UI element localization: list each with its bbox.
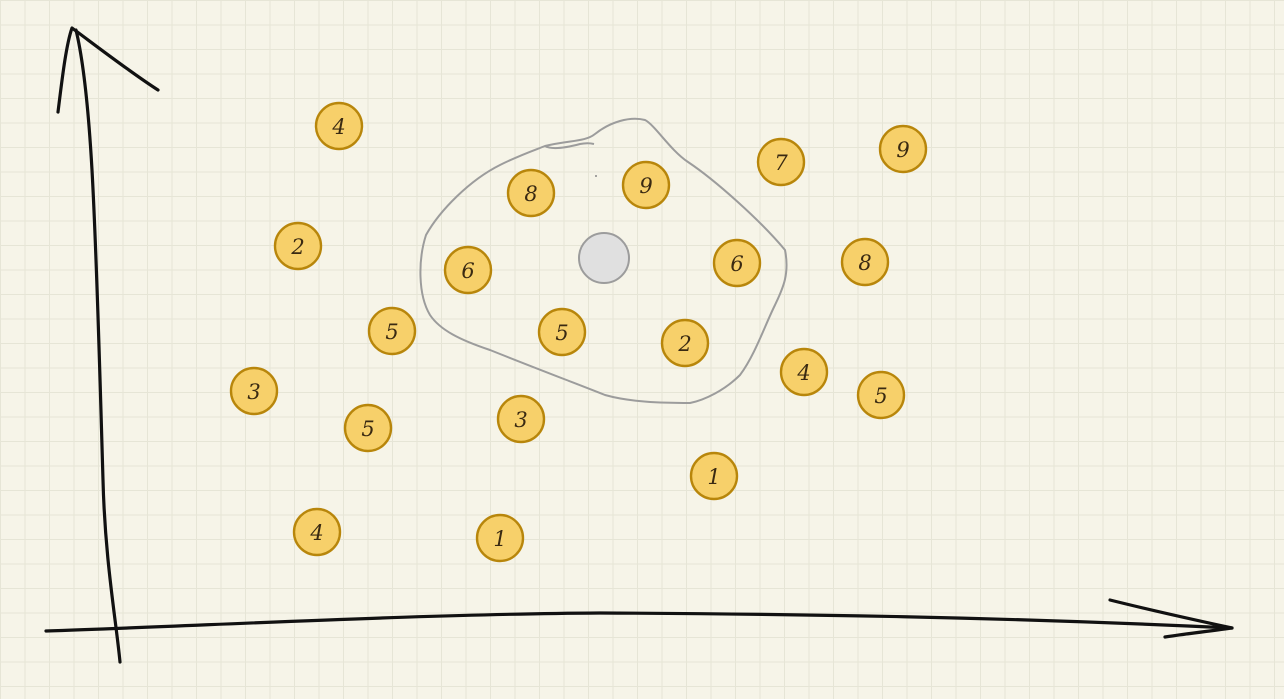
coin: 1 xyxy=(475,513,525,563)
coin-label: 1 xyxy=(493,527,506,551)
coin-label: 2 xyxy=(290,235,304,259)
coin-circle xyxy=(314,101,364,151)
coin-circle xyxy=(367,306,417,356)
coin-label: 3 xyxy=(514,408,527,432)
coin-circle xyxy=(443,245,493,295)
y-axis-arrowhead xyxy=(56,26,160,114)
coin: 9 xyxy=(621,160,671,210)
coin-label: 5 xyxy=(385,320,398,344)
coin-label: 5 xyxy=(874,384,887,408)
coin: 5 xyxy=(537,307,587,357)
coin-circle xyxy=(506,168,556,218)
y-axis-line xyxy=(74,28,122,664)
coin-circle xyxy=(660,318,710,368)
coin-circle xyxy=(712,238,762,288)
coin-label: 4 xyxy=(331,115,345,139)
coin: 6 xyxy=(443,245,493,295)
x-axis-line xyxy=(44,611,1234,633)
coin: 5 xyxy=(343,403,393,453)
coin: 5 xyxy=(856,370,906,420)
coin-circle xyxy=(229,366,279,416)
coin: 4 xyxy=(779,347,829,397)
coin-circle xyxy=(292,507,342,557)
coin: 2 xyxy=(273,221,323,271)
coin-label: 9 xyxy=(639,174,652,198)
cluster-group xyxy=(419,117,788,404)
cluster-stroke-overlap xyxy=(544,142,595,150)
coin-circle xyxy=(343,403,393,453)
coin-circle xyxy=(878,124,928,174)
coin: 4 xyxy=(292,507,342,557)
coin-label: 7 xyxy=(774,151,788,175)
cluster-boundary xyxy=(419,117,788,404)
coin-label: 5 xyxy=(361,417,374,441)
coin-label: 5 xyxy=(555,321,568,345)
coin: 9 xyxy=(878,124,928,174)
coin-label: 8 xyxy=(858,251,871,275)
coin: 5 xyxy=(367,306,417,356)
coin-circle xyxy=(856,370,906,420)
coin: 2 xyxy=(660,318,710,368)
coin-label: 8 xyxy=(524,182,537,206)
coin: 4 xyxy=(314,101,364,151)
coin: 8 xyxy=(506,168,556,218)
coin: 1 xyxy=(689,451,739,501)
coin: 8 xyxy=(840,237,890,287)
coin: 3 xyxy=(496,394,546,444)
coin-circle xyxy=(621,160,671,210)
coin-label: 4 xyxy=(309,521,323,545)
coin-circle xyxy=(840,237,890,287)
stray-dot xyxy=(595,175,597,177)
coin-label: 1 xyxy=(707,465,720,489)
coin-label: 6 xyxy=(461,259,474,283)
coin-label: 6 xyxy=(730,252,743,276)
coin-circle xyxy=(475,513,525,563)
axes xyxy=(44,26,1234,664)
coin: 7 xyxy=(756,137,806,187)
coin-circle xyxy=(273,221,323,271)
x-axis-arrowhead xyxy=(1108,598,1234,639)
coins-layer: 4 2 5 3 5 4 1 3 8 9 6 5 2 6 7 9 8 4 5 1 xyxy=(229,101,928,563)
coin-label: 2 xyxy=(677,332,691,356)
coin-circle xyxy=(496,394,546,444)
coin-label: 9 xyxy=(896,138,909,162)
coin-circle xyxy=(779,347,829,397)
coin-circle xyxy=(689,451,739,501)
coin-circle xyxy=(537,307,587,357)
coin-label: 4 xyxy=(796,361,810,385)
coin-label: 3 xyxy=(247,380,260,404)
cluster-centroid xyxy=(578,232,630,284)
coin: 6 xyxy=(712,238,762,288)
coin-circle xyxy=(756,137,806,187)
coin: 3 xyxy=(229,366,279,416)
